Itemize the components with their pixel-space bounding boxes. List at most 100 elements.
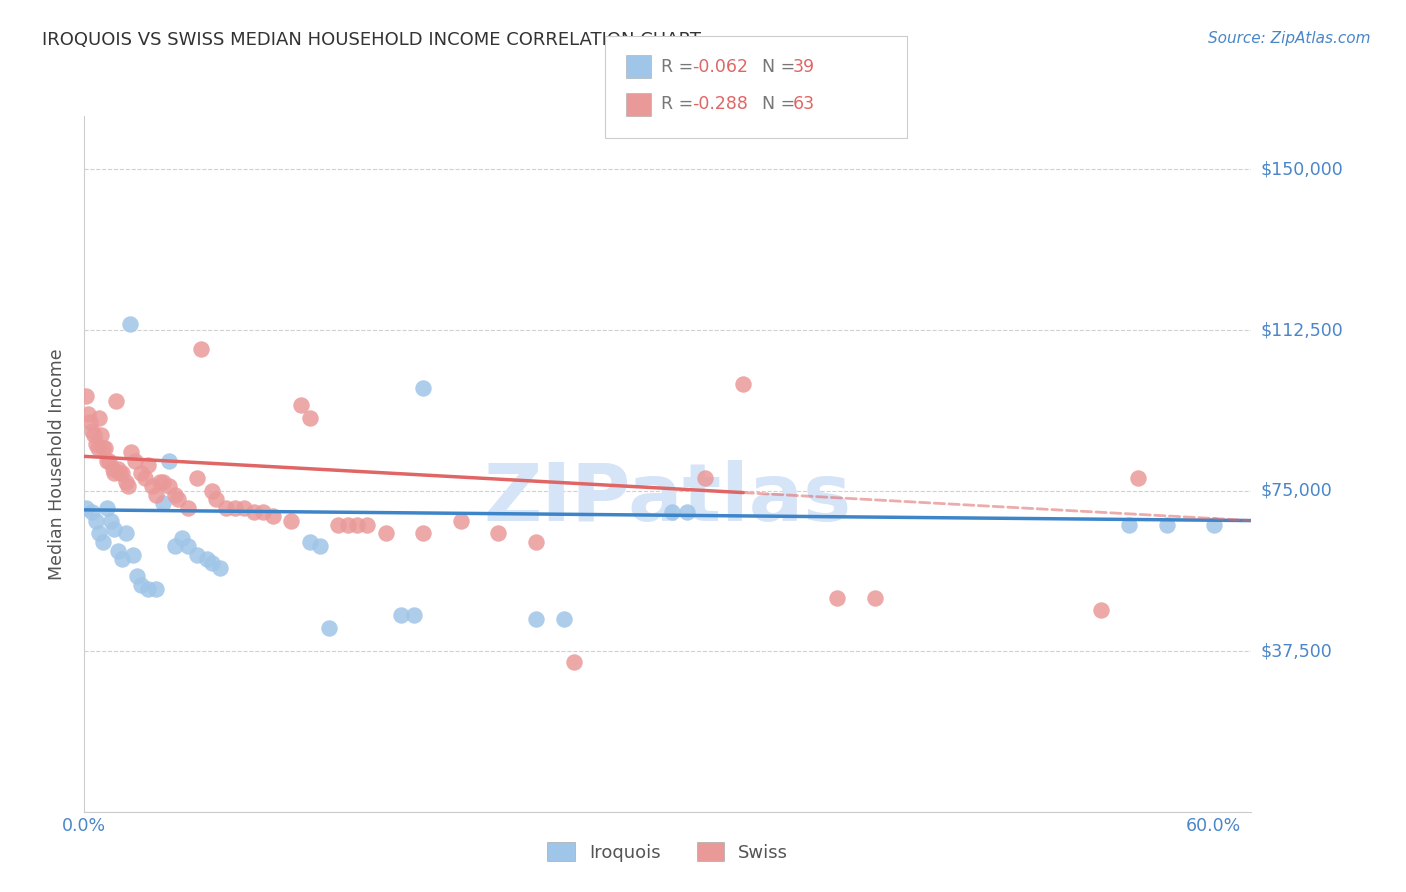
Point xyxy=(252,505,274,519)
Point xyxy=(157,453,180,467)
Point xyxy=(91,441,114,455)
Point xyxy=(107,462,129,476)
Text: R =: R = xyxy=(661,58,699,76)
Text: -0.288: -0.288 xyxy=(692,95,748,113)
Point xyxy=(280,514,302,528)
Y-axis label: Median Household Income: Median Household Income xyxy=(48,348,66,580)
Point xyxy=(97,453,120,467)
Point xyxy=(290,398,312,412)
Point xyxy=(134,471,156,485)
Point xyxy=(105,393,128,408)
Point xyxy=(328,517,350,532)
Point xyxy=(167,492,190,507)
Point xyxy=(77,407,100,421)
Point xyxy=(177,539,200,553)
Point xyxy=(1090,603,1112,617)
Point xyxy=(138,582,160,596)
Point xyxy=(402,607,425,622)
Point xyxy=(412,526,434,541)
Point xyxy=(661,505,683,519)
Point xyxy=(553,612,575,626)
Point xyxy=(96,500,118,515)
Text: ZIPatlas: ZIPatlas xyxy=(484,459,852,538)
Text: $150,000: $150,000 xyxy=(1261,161,1344,178)
Point xyxy=(107,543,129,558)
Point xyxy=(114,475,136,489)
Point xyxy=(80,424,103,438)
Point xyxy=(145,488,167,502)
Point xyxy=(149,475,172,489)
Point xyxy=(120,445,142,459)
Point xyxy=(152,475,174,489)
Text: $112,500: $112,500 xyxy=(1261,321,1344,339)
Point xyxy=(208,560,231,574)
Point xyxy=(389,607,412,622)
Point xyxy=(205,492,228,507)
Point xyxy=(262,509,284,524)
Text: -0.062: -0.062 xyxy=(692,58,748,76)
Point xyxy=(108,467,131,481)
Point xyxy=(733,376,755,391)
Point xyxy=(562,655,585,669)
Text: R =: R = xyxy=(661,95,699,113)
Point xyxy=(145,582,167,596)
Point xyxy=(91,535,114,549)
Point xyxy=(118,317,141,331)
Point xyxy=(94,441,117,455)
Point xyxy=(214,500,236,515)
Point xyxy=(201,557,224,571)
Point xyxy=(141,479,163,493)
Point xyxy=(83,428,105,442)
Point xyxy=(111,552,134,566)
Point xyxy=(80,505,103,519)
Point xyxy=(1118,517,1140,532)
Point xyxy=(122,548,145,562)
Point xyxy=(695,471,717,485)
Point xyxy=(1202,517,1225,532)
Point xyxy=(233,500,256,515)
Point xyxy=(152,496,174,510)
Point xyxy=(336,517,359,532)
Point xyxy=(84,436,107,450)
Point xyxy=(89,526,111,541)
Point xyxy=(190,343,212,357)
Point xyxy=(318,621,340,635)
Text: 39: 39 xyxy=(793,58,815,76)
Point xyxy=(299,535,322,549)
Point xyxy=(96,453,118,467)
Point xyxy=(299,410,322,425)
Point xyxy=(103,522,125,536)
Point xyxy=(100,514,122,528)
Point xyxy=(117,479,139,493)
Point xyxy=(114,526,136,541)
Point xyxy=(89,410,111,425)
Point xyxy=(524,535,547,549)
Point xyxy=(224,500,246,515)
Point xyxy=(79,415,101,429)
Text: $75,000: $75,000 xyxy=(1261,482,1333,500)
Point xyxy=(201,483,224,498)
Text: IROQUOIS VS SWISS MEDIAN HOUSEHOLD INCOME CORRELATION CHART: IROQUOIS VS SWISS MEDIAN HOUSEHOLD INCOM… xyxy=(42,31,702,49)
Point xyxy=(863,591,886,605)
Point xyxy=(101,462,124,476)
Point xyxy=(103,467,125,481)
Point xyxy=(125,569,148,583)
Point xyxy=(172,531,194,545)
Point xyxy=(242,505,264,519)
Point xyxy=(129,578,152,592)
Point xyxy=(356,517,378,532)
Point xyxy=(412,381,434,395)
Point xyxy=(450,514,472,528)
Point xyxy=(177,500,200,515)
Legend: Iroquois, Swiss: Iroquois, Swiss xyxy=(540,835,796,869)
Point xyxy=(163,539,186,553)
Point xyxy=(186,548,208,562)
Point xyxy=(195,552,218,566)
Point xyxy=(308,539,330,553)
Point xyxy=(163,488,186,502)
Point xyxy=(488,526,510,541)
Point xyxy=(111,467,134,481)
Point xyxy=(124,453,146,467)
Point xyxy=(86,441,108,455)
Point xyxy=(157,479,180,493)
